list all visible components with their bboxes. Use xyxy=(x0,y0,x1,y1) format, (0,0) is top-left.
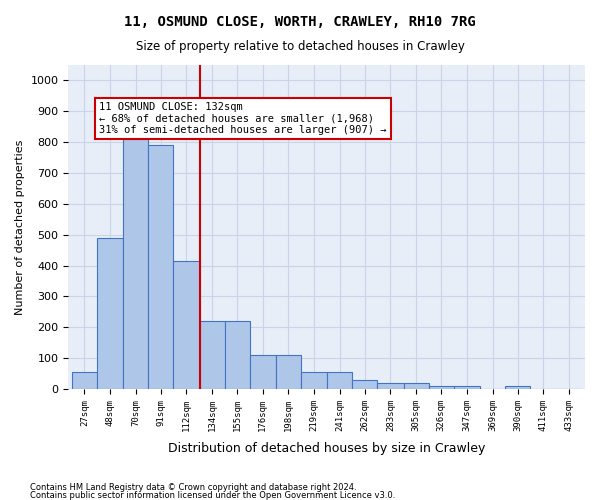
Bar xyxy=(505,386,530,389)
Bar xyxy=(97,238,123,389)
Bar xyxy=(352,380,377,389)
Text: 11, OSMUND CLOSE, WORTH, CRAWLEY, RH10 7RG: 11, OSMUND CLOSE, WORTH, CRAWLEY, RH10 7… xyxy=(124,15,476,29)
Bar xyxy=(377,382,404,389)
X-axis label: Distribution of detached houses by size in Crawley: Distribution of detached houses by size … xyxy=(168,442,485,455)
Y-axis label: Number of detached properties: Number of detached properties xyxy=(15,140,25,314)
Bar xyxy=(327,372,352,389)
Bar xyxy=(224,321,250,389)
Text: Contains public sector information licensed under the Open Government Licence v3: Contains public sector information licen… xyxy=(30,490,395,500)
Bar xyxy=(276,355,301,389)
Bar xyxy=(72,372,97,389)
Bar xyxy=(301,372,327,389)
Bar xyxy=(250,355,276,389)
Text: Size of property relative to detached houses in Crawley: Size of property relative to detached ho… xyxy=(136,40,464,53)
Text: 11 OSMUND CLOSE: 132sqm
← 68% of detached houses are smaller (1,968)
31% of semi: 11 OSMUND CLOSE: 132sqm ← 68% of detache… xyxy=(100,102,387,135)
Bar xyxy=(123,139,148,389)
Bar xyxy=(148,145,173,389)
Bar xyxy=(404,382,428,389)
Bar xyxy=(428,386,454,389)
Text: Contains HM Land Registry data © Crown copyright and database right 2024.: Contains HM Land Registry data © Crown c… xyxy=(30,484,356,492)
Bar xyxy=(173,261,200,389)
Bar xyxy=(454,386,480,389)
Bar xyxy=(200,321,224,389)
